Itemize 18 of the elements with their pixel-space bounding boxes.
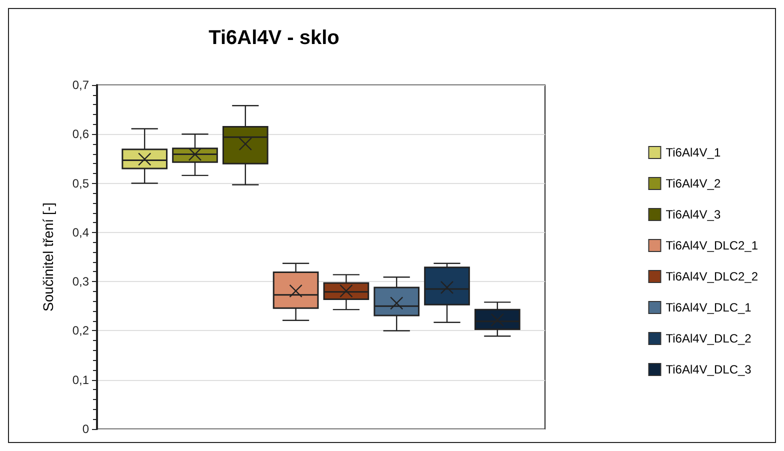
legend-label: Ti6Al4V_2 — [666, 176, 721, 190]
legend-label: Ti6Al4V_1 — [666, 146, 721, 160]
y-tick-label: 0,6 — [72, 127, 90, 142]
y-axis-title: Součinitel tření [-] — [40, 202, 56, 312]
legend-label: Ti6Al4V_DLC2_1 — [666, 238, 758, 252]
y-tick-label: 0,1 — [72, 372, 90, 387]
legend-label: Ti6Al4V_DLC_2 — [666, 332, 752, 346]
legend-label: Ti6Al4V_DLC_1 — [666, 300, 752, 314]
legend-label: Ti6Al4V_DLC_3 — [666, 362, 752, 376]
y-tick-label: 0,5 — [72, 176, 90, 190]
y-tick-label: 0,3 — [72, 274, 90, 289]
legend-label: Ti6Al4V_DLC2_2 — [666, 270, 758, 284]
chart-title: Ti6Al4V - sklo — [208, 27, 340, 49]
legend-label: Ti6Al4V_3 — [666, 208, 721, 222]
y-tick-label: 0,2 — [72, 324, 90, 338]
y-tick-label: 0,4 — [72, 225, 90, 240]
y-tick-label: 0,7 — [72, 78, 90, 92]
y-tick-label: 0 — [82, 422, 90, 436]
